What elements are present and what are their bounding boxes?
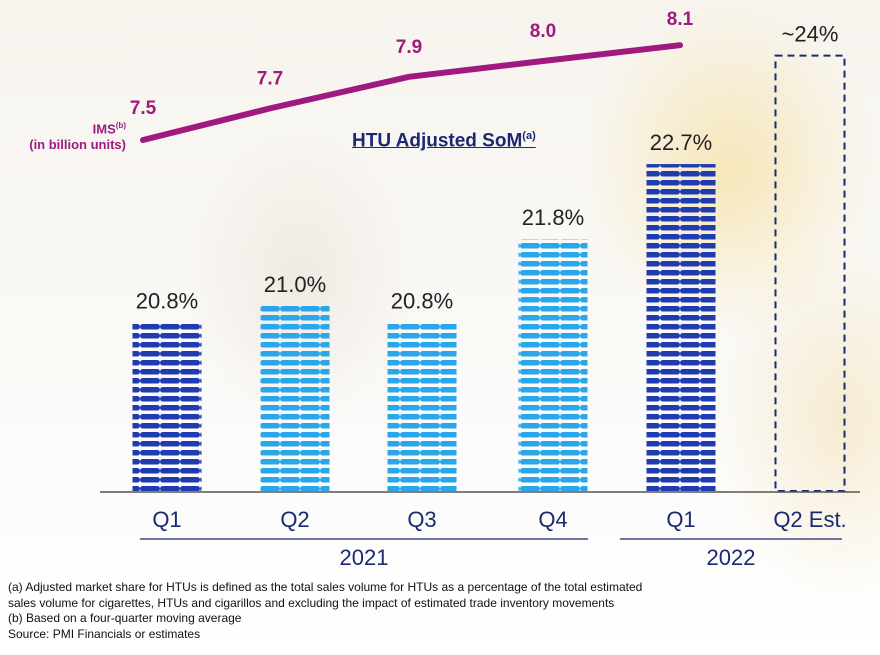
x-tick-label-3: Q4	[538, 507, 567, 532]
x-tick-label-2: Q3	[407, 507, 436, 532]
bar-value-label-5: ~24%	[782, 22, 839, 47]
bar-1	[260, 305, 330, 491]
bar-value-label-4: 22.7%	[650, 130, 712, 155]
footnote-a-line2: sales volume for cigarettes, HTUs and ci…	[8, 595, 615, 610]
footnote-source: Source: PMI Financials or estimates	[8, 626, 201, 641]
line-point-label-2: 7.9	[396, 37, 422, 58]
bar-2	[387, 322, 457, 491]
bar-4	[646, 164, 716, 491]
line-point-label-1: 7.7	[257, 68, 283, 89]
footnotes: (a) Adjusted market share for HTUs is de…	[8, 580, 868, 642]
footnote-b: (b) Based on a four-quarter moving avera…	[8, 611, 242, 625]
bar-value-label-2: 20.8%	[391, 289, 453, 314]
bar-value-label-3: 21.8%	[522, 205, 584, 230]
bar-value-label-1: 21.0%	[264, 272, 326, 297]
x-tick-label-1: Q2	[280, 507, 309, 532]
bar-value-label-0: 20.8%	[136, 289, 198, 314]
x-tick-label-0: Q1	[152, 507, 181, 532]
line-series-path	[140, 42, 683, 143]
x-tick-label-4: Q1	[666, 507, 695, 532]
x-tick-label-5: Q2 Est.	[773, 507, 846, 532]
year-label-0: 2021	[340, 545, 389, 570]
chart-svg: 20.8% 21.0% 20.8% 21.8% 22.7% ~24% 7.5 7.7 7.9 8…	[100, 9, 860, 570]
line-point-label-4: 8.1	[667, 9, 694, 30]
bar-0	[132, 322, 202, 491]
bar-3	[518, 239, 588, 491]
line-series-label: IMS(b) (in billion units)	[29, 121, 126, 153]
year-label-1: 2022	[707, 545, 756, 570]
footnote-a-line1: (a) Adjusted market share for HTUs is de…	[8, 580, 643, 594]
chart-title: HTU Adjusted SoM(a)	[352, 130, 536, 152]
line-point-label-3: 8.0	[530, 21, 556, 42]
line-point-label-0: 7.5	[130, 98, 157, 119]
bar-estimate-5	[774, 54, 846, 492]
